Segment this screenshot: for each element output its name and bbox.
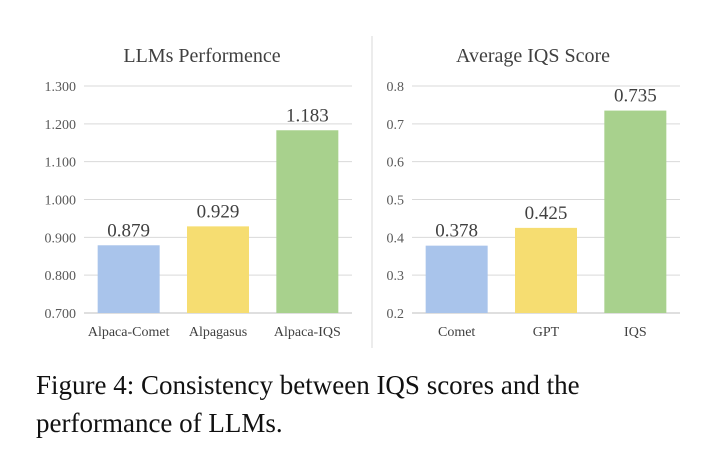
x-tick-label: Comet bbox=[438, 325, 475, 340]
x-tick-label: Alpaca-Comet bbox=[88, 325, 170, 340]
y-tick-label: 1.000 bbox=[45, 194, 77, 209]
bar-gpt bbox=[515, 227, 577, 313]
bar-alpaca-iqs bbox=[276, 130, 339, 313]
y-tick-label: 1.300 bbox=[45, 80, 77, 95]
figure-canvas: LLMs Performence 0.700 0.800 0.900 1.000 1.10… bbox=[45, 36, 680, 348]
bar-iqs bbox=[604, 110, 667, 313]
y-tick-label: 0.6 bbox=[387, 156, 405, 171]
figure-caption: Figure 4: Consistency between IQS scores… bbox=[36, 370, 580, 438]
y-tick-label: 1.200 bbox=[45, 118, 77, 133]
y-tick-label: 0.900 bbox=[45, 231, 77, 246]
y-tick-label: 0.5 bbox=[387, 194, 405, 209]
x-tick-label: Alpaca-IQS bbox=[274, 325, 341, 340]
x-tick-label: GPT bbox=[533, 325, 560, 340]
chart-title: LLMs Performence bbox=[123, 45, 280, 67]
y-tick-label: 0.700 bbox=[45, 307, 77, 322]
chart-llms-performance: LLMs Performence 0.700 0.800 0.900 1.000 1.10… bbox=[45, 45, 352, 340]
chart-average-iqs-score: Average IQS Score 0.2 0.3 0.4 0.5 0.6 0.7 0.8 0.… bbox=[387, 45, 680, 340]
y-tick-label: 0.800 bbox=[45, 269, 77, 284]
bar-alpaca-comet bbox=[97, 245, 160, 313]
data-label: 0.929 bbox=[197, 201, 240, 222]
y-tick-label: 0.7 bbox=[387, 118, 405, 133]
data-label: 0.378 bbox=[435, 221, 478, 242]
y-tick-label: 0.4 bbox=[387, 231, 405, 246]
bar-alpagasus bbox=[187, 226, 249, 313]
bar-comet bbox=[425, 245, 488, 313]
data-label: 1.183 bbox=[286, 105, 329, 126]
data-label: 0.879 bbox=[107, 220, 150, 241]
data-label: 0.735 bbox=[614, 86, 657, 107]
y-tick-label: 1.100 bbox=[45, 156, 77, 171]
data-label: 0.425 bbox=[525, 203, 568, 224]
chart-title: Average IQS Score bbox=[456, 45, 610, 67]
x-tick-label: Alpagasus bbox=[189, 325, 247, 340]
y-tick-label: 0.8 bbox=[387, 80, 405, 95]
y-tick-label: 0.3 bbox=[387, 269, 405, 284]
y-tick-label: 0.2 bbox=[387, 307, 405, 322]
x-tick-label: IQS bbox=[624, 325, 647, 340]
